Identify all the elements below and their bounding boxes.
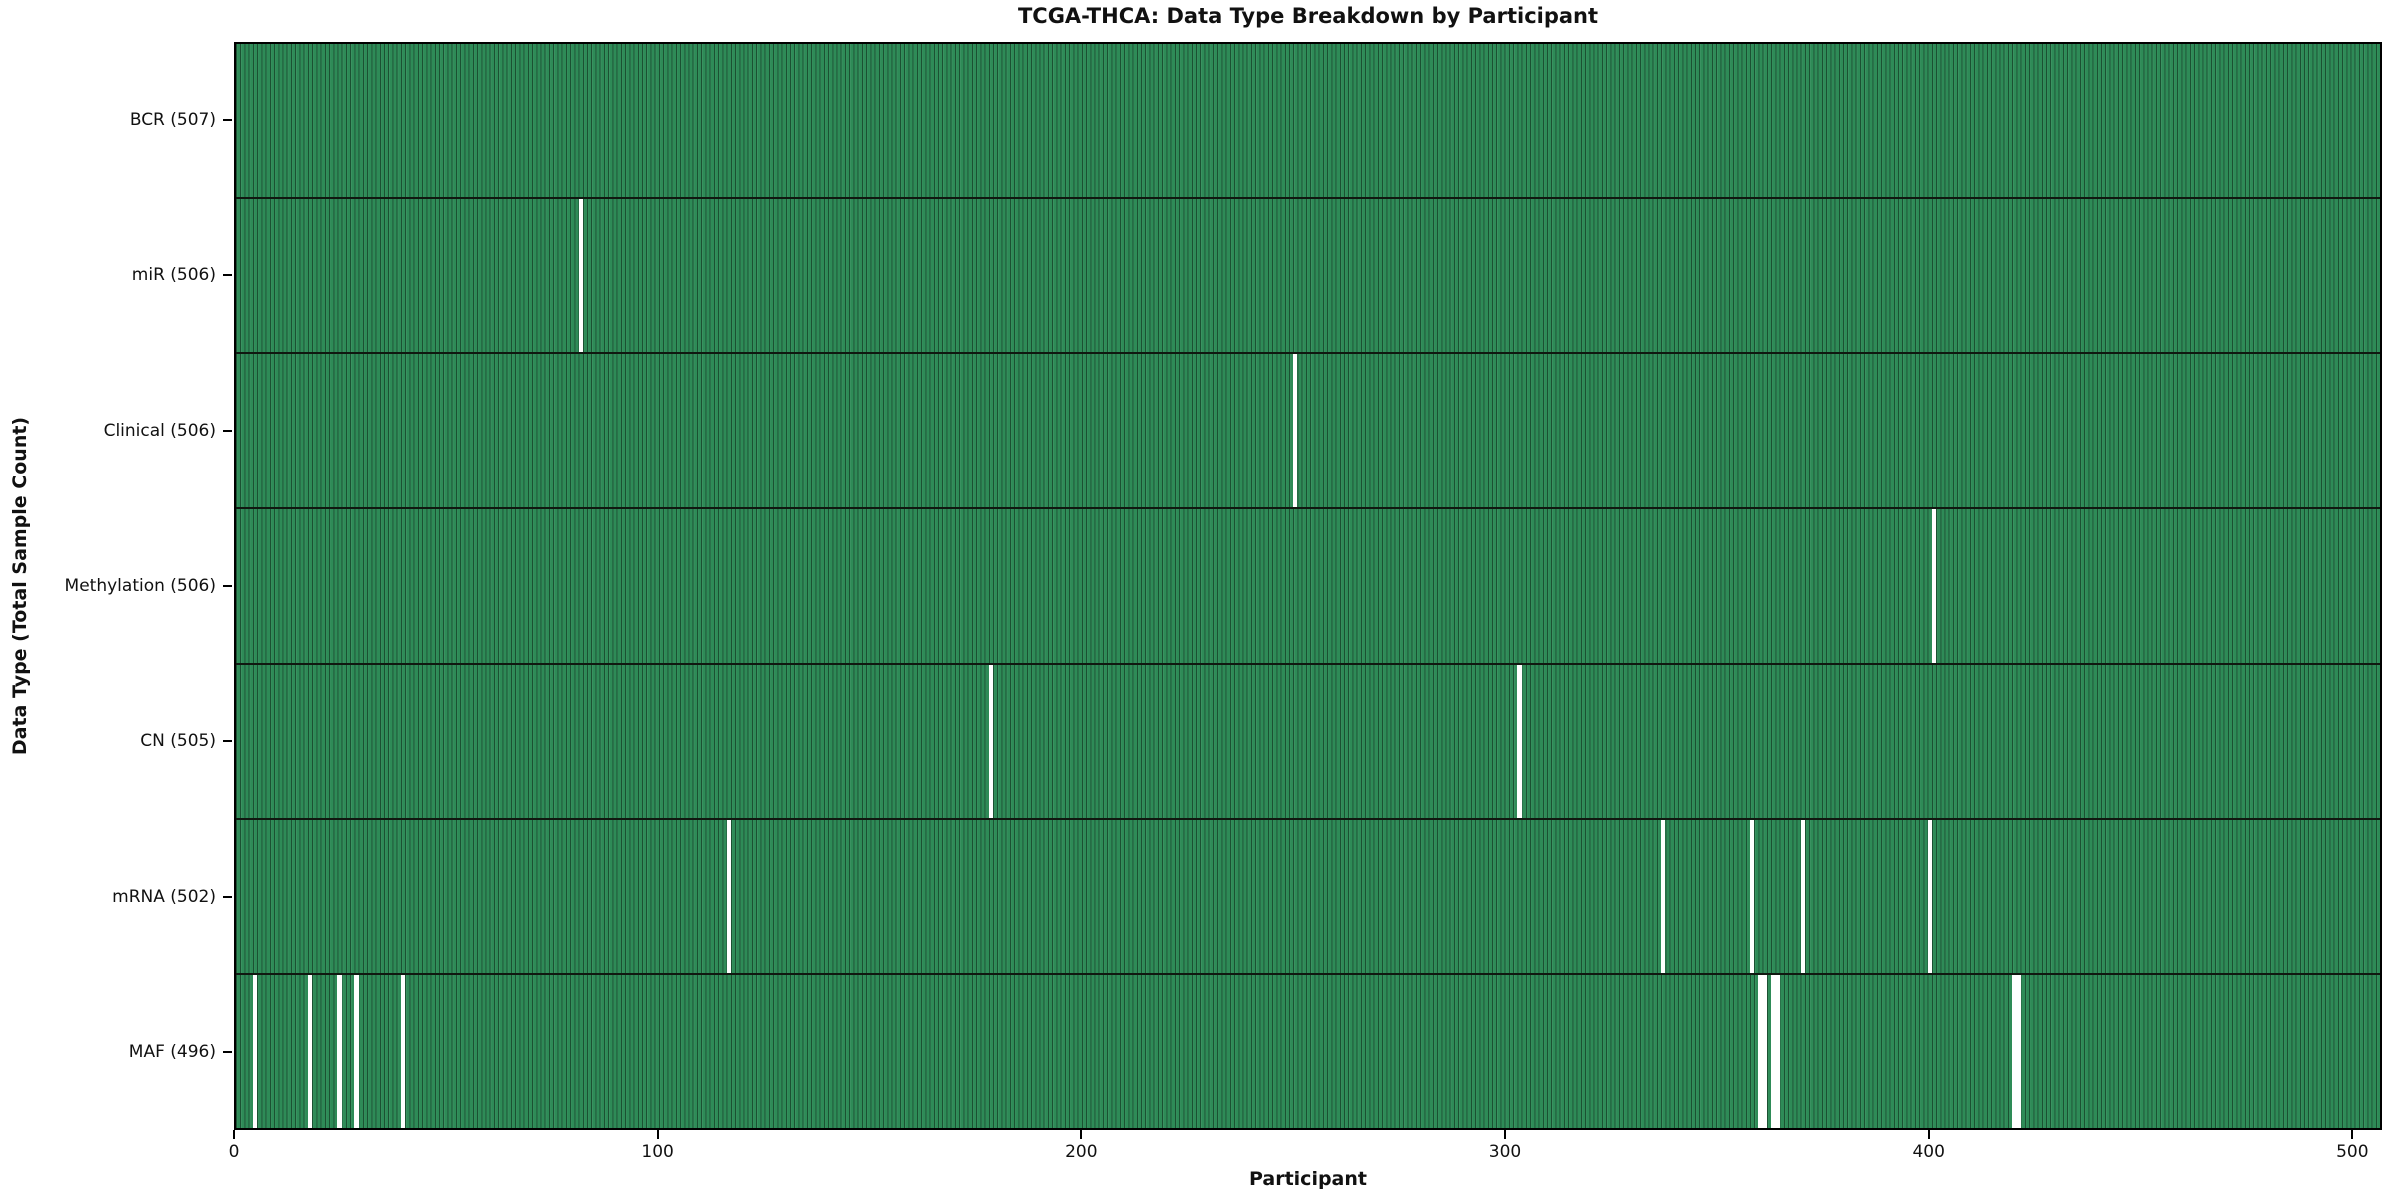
x-tick-label: 0 <box>228 1142 240 1162</box>
y-tick-label: CN (505) <box>140 731 216 752</box>
x-tick-label: 400 <box>1912 1142 1945 1162</box>
absent-stripe <box>1775 974 1780 1128</box>
x-tick-label: 500 <box>2336 1142 2369 1162</box>
absent-stripe <box>988 664 993 818</box>
x-tick-label: 200 <box>1065 1142 1098 1162</box>
x-tick-label: 100 <box>641 1142 674 1162</box>
rows <box>236 44 2380 1128</box>
absent-stripe <box>1800 819 1805 973</box>
heatmap-row-clinical <box>236 354 2380 510</box>
x-tick-label: 300 <box>1488 1142 1522 1162</box>
absent-stripe <box>1762 974 1767 1128</box>
y-tick-label: BCR (507) <box>129 109 216 130</box>
chart-title: TCGA-THCA: Data Type Breakdown by Partic… <box>1017 4 1599 28</box>
y-tick-mark <box>223 118 232 121</box>
heatmap-row-mrna <box>236 819 2380 975</box>
absent-stripe <box>578 199 583 353</box>
x-tick-mark <box>1927 1130 1930 1139</box>
absent-stripe <box>307 974 313 1128</box>
absent-stripe <box>1517 664 1522 818</box>
heatmap-row-mir <box>236 199 2380 355</box>
heatmap-row-methylation <box>236 509 2380 665</box>
x-tick-mark <box>2351 1130 2354 1139</box>
y-tick-mark <box>223 585 232 587</box>
x-tick-mark <box>1504 1130 1506 1139</box>
y-tick-label: Clinical (506) <box>103 420 216 441</box>
absent-stripe <box>1931 509 1936 663</box>
heatmap-row-cn <box>236 664 2380 820</box>
absent-stripe <box>1758 974 1763 1128</box>
x-tick-mark <box>656 1130 659 1139</box>
heatmap-row-bcr <box>236 44 2380 200</box>
y-tick-mark <box>223 274 232 277</box>
x-tick-mark <box>233 1130 235 1139</box>
y-tick-mark <box>223 740 232 743</box>
absent-stripe <box>337 974 342 1128</box>
y-axis: BCR (507) miR (506) Clinical (506) Methylat… <box>0 42 232 1130</box>
x-axis-label: Participant <box>1248 1168 1367 1190</box>
y-tick-mark <box>223 895 232 898</box>
absent-stripe <box>726 819 731 973</box>
y-tick-label: Methylation (506) <box>64 576 216 596</box>
y-tick-label: mRNA (502) <box>112 886 216 907</box>
y-tick-label: miR (506) <box>131 265 216 286</box>
absent-stripe <box>354 974 359 1128</box>
absent-stripe <box>252 974 258 1128</box>
absent-stripe <box>1749 819 1755 973</box>
heatmap-row-maf <box>236 974 2380 1128</box>
absent-stripe <box>2016 974 2021 1128</box>
y-tick-mark <box>223 429 232 432</box>
absent-stripe <box>1927 819 1932 973</box>
absent-stripe <box>2012 974 2017 1128</box>
x-axis: 0 100 200 300 400 500 <box>229 1130 2382 1170</box>
absent-stripe <box>1771 974 1776 1128</box>
y-tick-mark <box>223 1051 232 1054</box>
absent-stripe <box>400 974 406 1128</box>
absent-stripe <box>1661 819 1666 973</box>
y-tick-label: MAF (496) <box>128 1042 216 1063</box>
x-tick-mark <box>1080 1130 1083 1139</box>
absent-stripe <box>1293 354 1298 508</box>
plot-area: PresentAbsent <box>234 42 2382 1130</box>
